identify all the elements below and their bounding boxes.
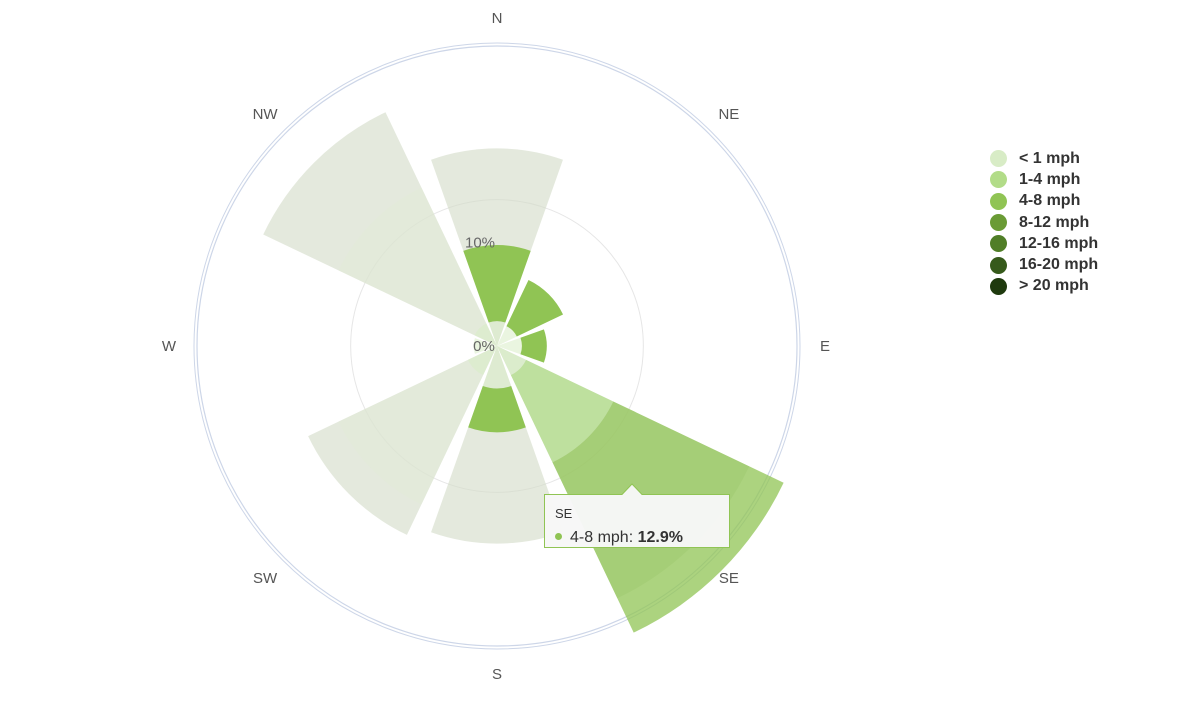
faded-bar-sw bbox=[308, 346, 497, 535]
tooltip-series-label: 4-8 mph: bbox=[570, 529, 634, 546]
faded-bar-inner-nw bbox=[338, 187, 497, 346]
tooltip-box bbox=[544, 483, 730, 548]
legend-swatch bbox=[990, 214, 1007, 232]
legend-label: > 20 mph bbox=[1019, 277, 1089, 295]
tooltip-value: 12.9% bbox=[637, 529, 683, 546]
direction-label-e: E bbox=[820, 338, 830, 355]
legend-item-6[interactable]: > 20 mph bbox=[990, 276, 1098, 297]
pane-outer-ring bbox=[193, 42, 801, 650]
bar-se-series-1 bbox=[510, 359, 614, 463]
bar-se-series-0 bbox=[497, 346, 527, 376]
legend-item-1[interactable]: 1-4 mph bbox=[990, 169, 1098, 190]
direction-label-se: SE bbox=[719, 570, 739, 587]
radial-tick-0: 0% bbox=[473, 338, 495, 355]
legend-label: 12-16 mph bbox=[1019, 234, 1099, 252]
legend-label: 8-12 mph bbox=[1019, 213, 1090, 231]
faded-bar-inner-sw bbox=[338, 346, 497, 505]
legend: < 1 mph 1-4 mph 4-8 mph 8-12 mph 12-16 mph 16… bbox=[990, 148, 1098, 297]
bar-e-series-2 bbox=[520, 329, 547, 363]
bar-s-series-2 bbox=[468, 386, 526, 433]
bar-e-series-0 bbox=[497, 337, 522, 355]
direction-label-sw: SW bbox=[253, 570, 278, 587]
tooltip-series-dot bbox=[555, 533, 562, 540]
bar-sw-series-0 bbox=[467, 346, 497, 376]
legend-label: 16-20 mph bbox=[1019, 256, 1099, 274]
direction-label-n: N bbox=[492, 10, 503, 27]
legend-item-5[interactable]: 16-20 mph bbox=[990, 254, 1098, 275]
tooltip-row: 4-8 mph: 12.9% bbox=[555, 529, 683, 547]
legend-item-4[interactable]: 12-16 mph bbox=[990, 233, 1098, 254]
bar-n-series-0 bbox=[488, 321, 506, 346]
tooltip-title: SE bbox=[555, 506, 573, 521]
legend-item-2[interactable]: 4-8 mph bbox=[990, 191, 1098, 212]
legend-swatch bbox=[990, 256, 1007, 274]
faded-bar-s bbox=[431, 346, 563, 544]
legend-swatch bbox=[990, 277, 1007, 295]
radial-tick-10: 10% bbox=[465, 235, 495, 252]
tooltip: SE 4-8 mph: 12.9% bbox=[544, 483, 730, 560]
legend-swatch bbox=[990, 192, 1007, 210]
legend-item-0[interactable]: < 1 mph bbox=[990, 148, 1098, 169]
bar-w-series-0 bbox=[473, 338, 497, 354]
faded-bars bbox=[263, 112, 750, 599]
faded-bar-nw bbox=[263, 112, 497, 347]
direction-label-ne: NE bbox=[718, 106, 739, 123]
legend-swatch bbox=[990, 150, 1007, 168]
legend-item-3[interactable]: 8-12 mph bbox=[990, 212, 1098, 233]
bar-ne-series-2 bbox=[506, 279, 564, 337]
bar-nw-series-0 bbox=[474, 323, 497, 346]
direction-label-w: W bbox=[162, 338, 177, 355]
bar-s-series-0 bbox=[482, 346, 512, 389]
legend-swatch bbox=[990, 235, 1007, 253]
direction-label-s: S bbox=[492, 666, 502, 683]
bar-n-series-2 bbox=[463, 245, 531, 323]
legend-label: < 1 mph bbox=[1019, 149, 1080, 167]
legend-label: 4-8 mph bbox=[1019, 192, 1081, 210]
legend-swatch bbox=[990, 171, 1007, 189]
legend-label: 1-4 mph bbox=[1019, 170, 1081, 188]
direction-label-nw: NW bbox=[253, 106, 279, 123]
bar-ne-series-0 bbox=[497, 326, 517, 346]
